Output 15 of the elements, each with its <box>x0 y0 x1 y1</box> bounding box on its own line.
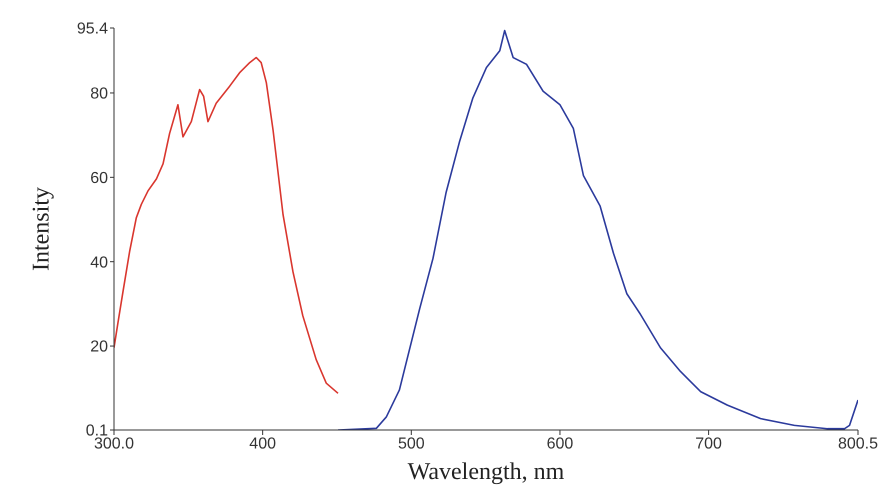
x-tick-label: 800.5 <box>838 435 878 452</box>
y-tick-label: 95.4 <box>76 20 108 38</box>
x-axis-title: Wavelength, nm <box>408 459 565 485</box>
line-series <box>114 56 339 394</box>
x-tick-label: 500 <box>398 435 425 452</box>
y-tick-label: 80 <box>90 86 108 103</box>
y-tick-label: 20 <box>90 338 108 356</box>
x-tick-label: 700 <box>695 435 722 452</box>
x-tick-label: 400 <box>249 435 276 452</box>
y-tick-label: 60 <box>90 170 108 188</box>
x-tick-label: 300.0 <box>94 435 134 452</box>
line-series <box>337 30 858 430</box>
y-axis-title: Intensity <box>28 187 55 271</box>
y-tick-label: 40 <box>90 254 108 272</box>
x-tick-label: 600 <box>546 435 574 452</box>
